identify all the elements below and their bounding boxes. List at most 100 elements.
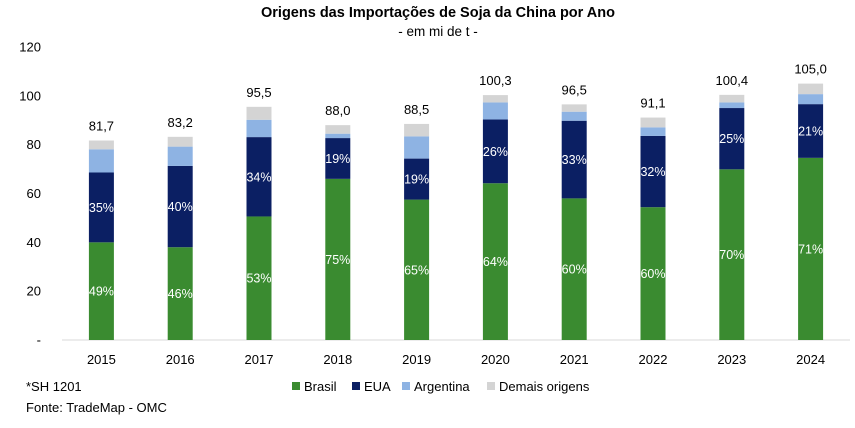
y-tick-label: 100: [19, 88, 41, 103]
bar-segment-argentina: [167, 146, 193, 166]
bar-segment-eua: [798, 104, 824, 158]
x-tick-label: 2017: [245, 352, 274, 367]
x-tick-label: 2015: [87, 352, 116, 367]
footnote-sh-code: *SH 1201: [26, 379, 82, 394]
bar-segment-argentina: [798, 94, 824, 105]
total-label: 96,5: [562, 82, 587, 97]
total-label: 81,7: [89, 119, 114, 134]
total-label: 83,2: [168, 115, 193, 130]
bar-segment-argentina: [719, 102, 745, 109]
bar-segment-argentina: [640, 127, 666, 136]
bar-group-2016: 46% 40% 83,2: [168, 115, 193, 340]
bar-segment-eua: [482, 119, 508, 184]
bar-segment-brasil: [88, 242, 114, 340]
data-label-eua: 35%: [89, 201, 114, 215]
data-label-eua: 19%: [325, 152, 350, 166]
data-label-brasil: 64%: [483, 255, 508, 269]
total-label: 95,5: [246, 85, 271, 100]
x-tick-label: 2019: [402, 352, 431, 367]
data-label-eua: 21%: [798, 124, 823, 138]
total-label: 88,0: [325, 103, 350, 118]
legend: Brasil EUA Argentina Demais origens: [292, 379, 590, 394]
y-tick-label: 80: [27, 137, 41, 152]
x-tick-label: 2016: [166, 352, 195, 367]
bar-segment-argentina: [246, 119, 272, 138]
bar-group-2017: 53% 34% 95,5: [246, 85, 272, 340]
chart-subtitle: - em mi de t -: [398, 24, 478, 39]
bar-segment-demais-origens: [561, 104, 587, 112]
y-tick-label: 40: [27, 235, 41, 250]
data-label-eua: 26%: [483, 145, 508, 159]
bar-segment-eua: [88, 172, 114, 243]
bar-segment-argentina: [404, 136, 430, 159]
bar-groups: 49% 35% 81,7 46% 40% 83,2 53% 34% 95,5 75% 19% 88,0…: [89, 62, 827, 340]
data-label-eua: 34%: [246, 170, 271, 184]
data-label-brasil: 46%: [168, 287, 193, 301]
bar-segment-brasil: [167, 247, 193, 340]
bar-segment-demais-origens: [640, 117, 666, 128]
x-axis: 2015 2016 2017 2018 2019 2020 2021 2022 2023 2024: [87, 352, 825, 367]
data-label-eua: 19%: [404, 173, 429, 187]
bar-segment-eua: [561, 120, 587, 199]
bar-segment-demais-origens: [325, 125, 351, 134]
legend-label: EUA: [364, 379, 391, 394]
bar-segment-demais-origens: [88, 140, 114, 150]
data-label-brasil: 71%: [798, 242, 823, 256]
bar-segment-brasil: [640, 207, 666, 340]
legend-label: Demais origens: [499, 379, 590, 394]
x-tick-label: 2021: [560, 352, 589, 367]
legend-swatch: [402, 382, 410, 390]
bar-segment-brasil: [798, 157, 824, 340]
data-label-eua: 40%: [168, 200, 193, 214]
bar-segment-eua: [325, 138, 351, 179]
bar-segment-brasil: [482, 183, 508, 340]
data-label-brasil: 65%: [404, 263, 429, 277]
data-label-eua: 25%: [719, 132, 744, 146]
bar-group-2024: 71% 21% 105,0: [794, 62, 827, 340]
legend-item-demais-origens: Demais origens: [487, 379, 590, 394]
bar-segment-brasil: [246, 216, 272, 340]
total-label: 100,4: [716, 73, 749, 88]
y-tick-label: -: [37, 333, 41, 348]
bar-segment-argentina: [561, 111, 587, 121]
bar-segment-demais-origens: [482, 95, 508, 103]
bar-group-2023: 70% 25% 100,4: [716, 73, 749, 340]
data-label-brasil: 60%: [562, 263, 587, 277]
bar-segment-eua: [640, 135, 666, 208]
bar-segment-eua: [167, 165, 193, 248]
bar-segment-argentina: [482, 102, 508, 120]
y-tick-label: 60: [27, 186, 41, 201]
data-label-brasil: 75%: [325, 253, 350, 267]
data-label-eua: 33%: [562, 153, 587, 167]
bar-segment-eua: [404, 158, 430, 200]
legend-swatch: [487, 382, 495, 390]
x-tick-label: 2018: [323, 352, 352, 367]
bar-segment-demais-origens: [798, 83, 824, 95]
x-tick-label: 2023: [717, 352, 746, 367]
bar-group-2018: 75% 19% 88,0: [325, 103, 350, 340]
data-label-brasil: 53%: [246, 272, 271, 286]
chart-title: Origens das Importações de Soja da China…: [261, 5, 615, 21]
bar-segment-demais-origens: [719, 94, 745, 103]
total-label: 105,0: [794, 62, 827, 77]
bar-group-2020: 64% 26% 100,3: [479, 73, 512, 340]
footnote-source: Fonte: TradeMap - OMC: [26, 400, 167, 415]
total-label: 91,1: [640, 96, 665, 111]
legend-item-argentina: Argentina: [402, 379, 470, 394]
bar-segment-argentina: [88, 149, 114, 173]
data-label-eua: 32%: [640, 165, 665, 179]
bar-segment-brasil: [719, 169, 745, 340]
data-label-brasil: 70%: [719, 248, 744, 262]
data-label-brasil: 60%: [640, 267, 665, 281]
total-label: 88,5: [404, 102, 429, 117]
legend-label: Brasil: [304, 379, 337, 394]
bar-segment-brasil: [404, 199, 430, 340]
legend-item-eua: EUA: [352, 379, 391, 394]
legend-swatch: [352, 382, 360, 390]
bar-segment-argentina: [325, 133, 351, 139]
bar-group-2022: 60% 32% 91,1: [640, 96, 666, 340]
y-axis: - 20 40 60 80 100 120: [19, 40, 41, 348]
bar-segment-brasil: [325, 178, 351, 340]
bar-segment-demais-origens: [404, 123, 430, 137]
